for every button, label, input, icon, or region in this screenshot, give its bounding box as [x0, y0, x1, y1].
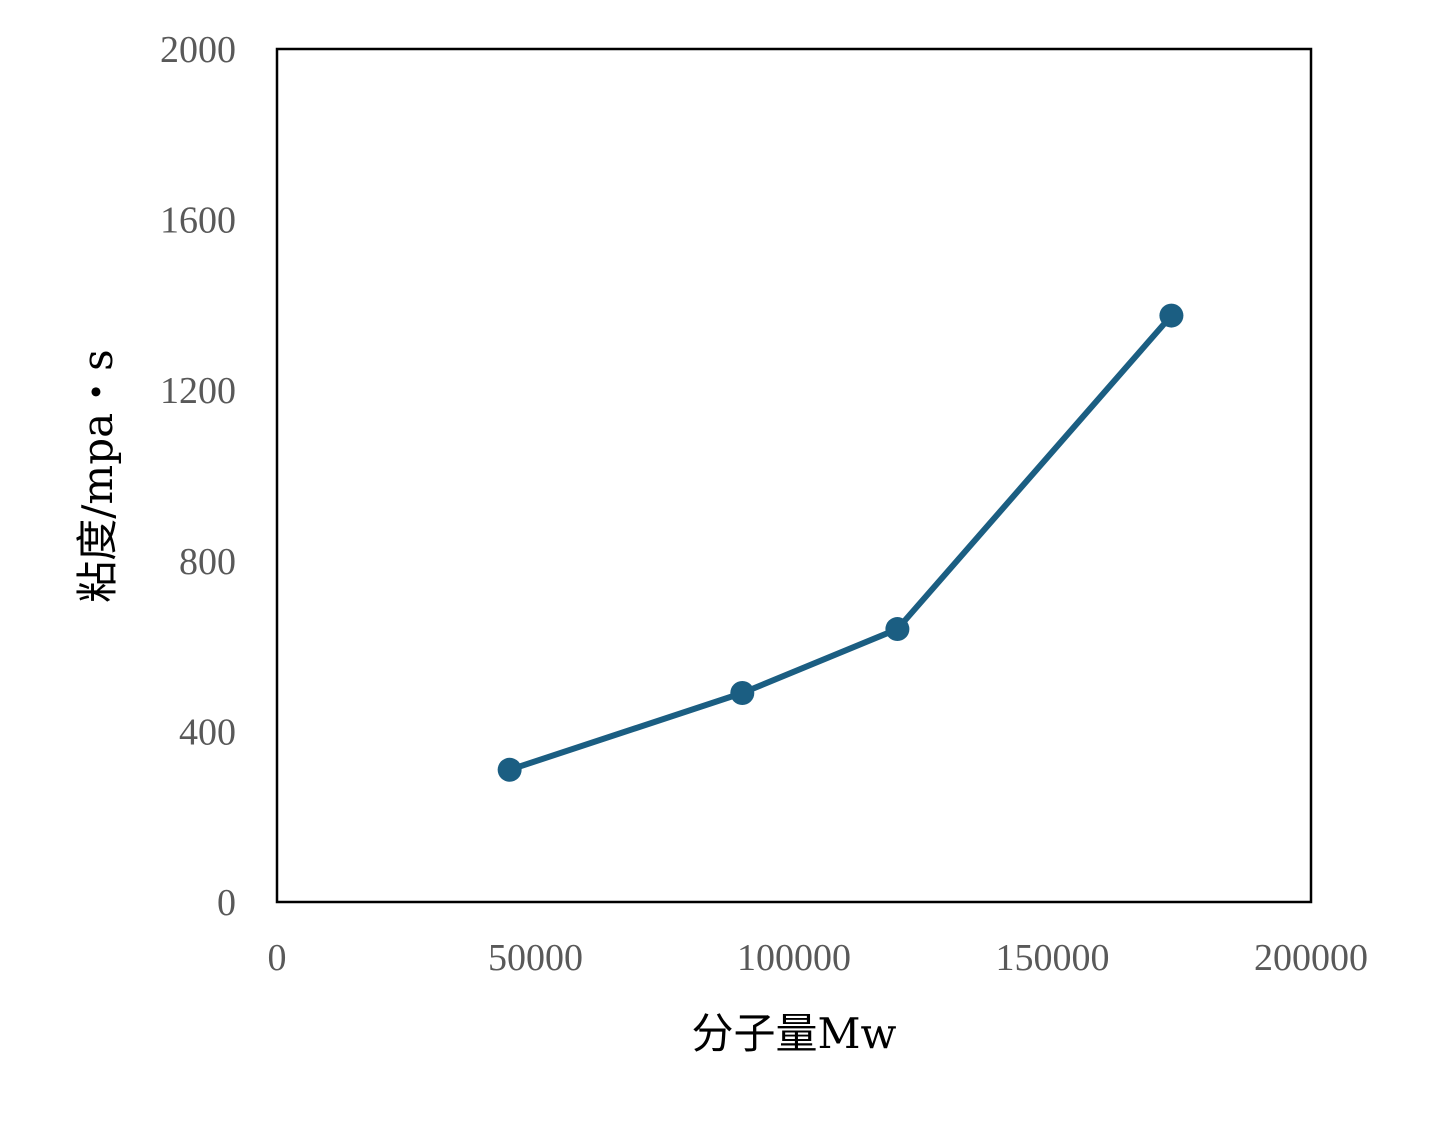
- series-line: [508, 313, 1174, 773]
- data-point: [730, 681, 755, 706]
- y-tick-label: 1200: [160, 370, 236, 412]
- data-point: [497, 757, 522, 782]
- x-tick-labels: 0 50000 100000 150000 200000: [268, 937, 1369, 979]
- y-tick-label: 800: [179, 541, 236, 583]
- y-tick-label: 400: [179, 711, 236, 753]
- y-tick-label: 2000: [160, 29, 236, 71]
- data-point: [1159, 303, 1184, 328]
- x-tick-label: 200000: [1254, 937, 1368, 979]
- x-tick-label: 150000: [996, 937, 1110, 979]
- data-point: [885, 617, 910, 642]
- y-tick-label: 1600: [160, 200, 236, 242]
- x-axis-title: 分子量Mw: [692, 1009, 897, 1058]
- x-tick-label: 100000: [737, 937, 851, 979]
- series-layer: [497, 303, 1184, 782]
- y-tick-label: 0: [217, 882, 236, 924]
- y-axis-title: 粘度/mpa・s: [73, 349, 122, 602]
- x-tick-label: 0: [268, 937, 287, 979]
- plot-frame: [275, 47, 1313, 904]
- y-tick-labels: 0 400 800 1200 1600 2000: [160, 29, 236, 924]
- x-tick-label: 50000: [488, 937, 583, 979]
